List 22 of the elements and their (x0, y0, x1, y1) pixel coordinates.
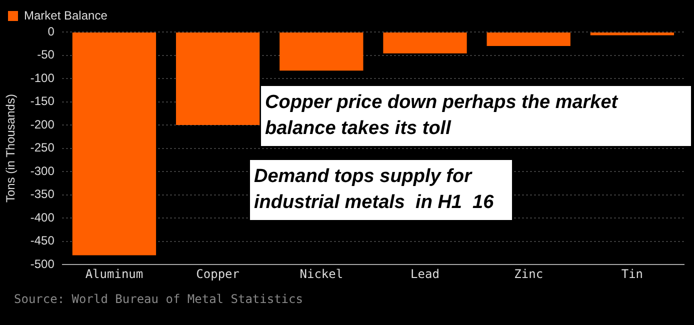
y-tick-label: -300 (30, 164, 55, 178)
y-tick-label: -150 (30, 94, 55, 108)
y-tick-label: -50 (37, 48, 55, 62)
y-axis-title: Tons (in Thousands) (4, 94, 18, 203)
y-tick-label: -100 (30, 70, 55, 85)
y-tick-label: -450 (30, 234, 55, 248)
x-tick-label: Zinc (514, 266, 544, 281)
x-tick-label: Nickel (300, 266, 344, 281)
x-tick-label: Lead (410, 266, 440, 281)
y-tick-label: -350 (30, 187, 55, 202)
y-tick-label: 0 (48, 24, 55, 38)
callout-box: Demand tops supply for industrial metals in H1 16 (250, 160, 512, 220)
x-tick-label: Aluminum (85, 266, 144, 281)
legend-label: Market Balance (24, 8, 108, 22)
y-tick-label: -200 (30, 117, 55, 132)
y-tick-label: -500 (30, 256, 55, 271)
x-tick-label: Tin (621, 266, 644, 281)
y-tick-label: -250 (30, 140, 55, 155)
source-note: Source: World Bureau of Metal Statistics (14, 292, 303, 306)
y-tick-label: -400 (30, 210, 55, 224)
x-tick-label: Copper (196, 266, 240, 281)
callout-box: Copper price down perhaps the market balance takes its toll (261, 86, 691, 146)
